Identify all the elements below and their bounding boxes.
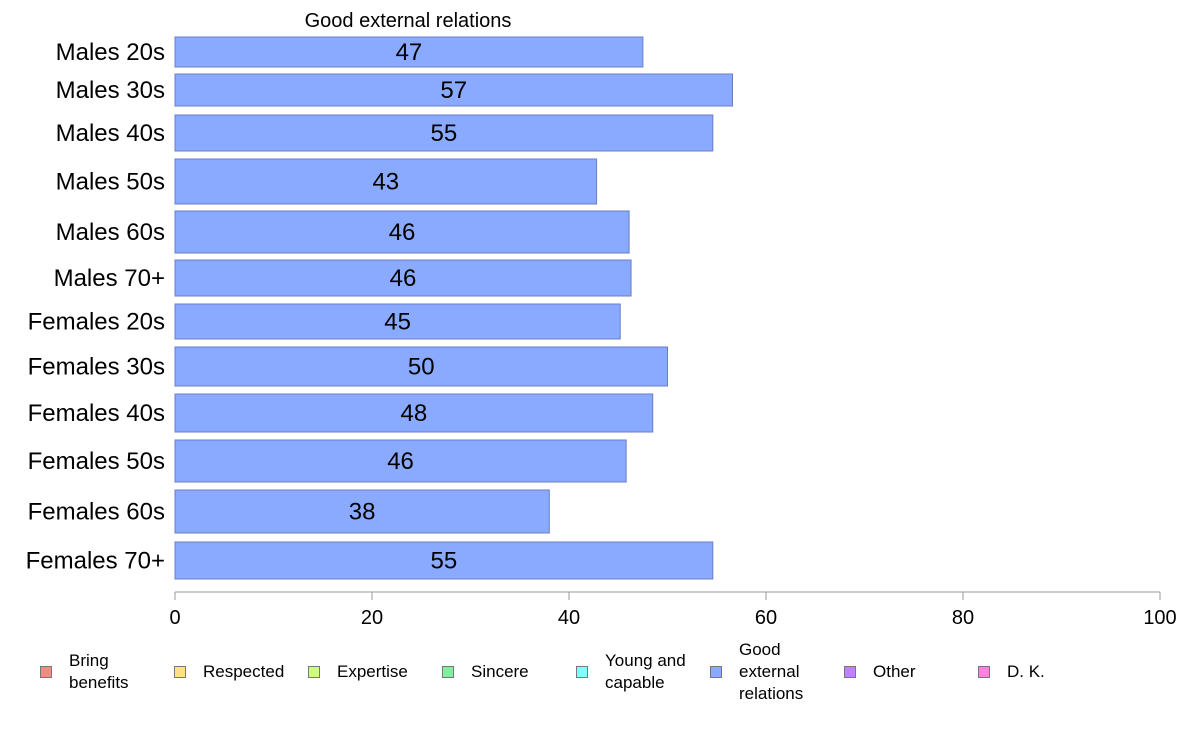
legend-swatch [174,666,186,678]
category-label: Males 30s [56,77,165,104]
legend-swatch [308,666,320,678]
category-label: Females 40s [28,400,165,427]
data-label: 50 [408,354,435,381]
legend-label: D. K. [1007,661,1045,683]
x-tick-label: 80 [952,607,974,629]
bar [174,541,714,580]
bar [174,439,627,483]
legend-swatch [442,666,454,678]
bar [174,303,621,340]
data-label: 45 [384,309,411,336]
category-label: Females 70+ [26,548,165,575]
legend-label-line: Expertise [337,662,408,681]
legend-label-line: benefits [69,673,129,692]
bar [174,393,654,433]
legend-swatch [40,666,52,678]
legend-item: Good external relations [710,639,803,705]
bar [174,210,630,254]
data-label: 38 [349,499,376,526]
legend-label-line: Respected [203,662,285,681]
bar [174,73,734,107]
legend-item: Young and capable [576,650,686,694]
bar [174,346,668,387]
legend-label-line: relations [739,684,804,703]
legend-item: Other [844,661,916,683]
category-label: Males 20s [56,39,165,66]
data-label: 46 [389,219,416,246]
x-tick-label: 100 [1143,607,1176,629]
x-tick-label: 60 [755,607,777,629]
bar [174,259,632,297]
x-tick-label: 0 [169,607,180,629]
legend-label: Sincere [471,661,529,683]
legend-item: Bring benefits [40,650,129,694]
legend-label: Bring benefits [69,650,129,694]
data-label: 46 [387,448,414,475]
category-label: Females 50s [28,448,165,475]
category-label: Males 60s [56,219,165,246]
category-label: Males 40s [56,120,165,147]
legend-item: Respected [174,661,284,683]
chart-title: Good external relations [305,10,512,32]
legend-label-line: Young and [605,651,686,670]
data-label: 55 [431,120,458,147]
legend-label-line: Other [873,662,916,681]
data-label: 48 [401,400,428,427]
x-tick-label: 40 [558,607,580,629]
legend-label-line: Bring [69,651,109,670]
bars-group [174,36,734,580]
category-label: Males 50s [56,169,165,196]
category-label: Females 30s [28,354,165,381]
legend-label: Young and capable [605,650,686,694]
legend-label-line: capable [605,673,665,692]
data-label: 47 [396,39,423,66]
legend-label-line: external [739,662,800,681]
legend-label: Respected [203,661,284,683]
legend-item: Expertise [308,661,408,683]
legend-swatch [710,666,722,678]
x-axis: 0 20 40 60 80 100 [169,591,1177,629]
legend-swatch [978,666,990,678]
category-label: Males 70+ [54,265,165,292]
legend-label: Good external relations [739,639,803,705]
legend-item: Sincere [442,661,529,683]
data-label: 57 [440,77,467,104]
bar [174,489,550,534]
bar [174,158,598,205]
data-label: 46 [390,265,417,292]
value-labels: 47 57 55 43 46 46 45 50 48 46 38 55 [349,39,467,575]
category-labels: Males 20s Males 30s Males 40s Males 50s Male… [26,39,165,575]
x-tick-label: 20 [361,607,383,629]
legend-label-line: Sincere [471,662,529,681]
data-label: 55 [431,548,458,575]
legend-label-line: D. K. [1007,662,1045,681]
legend-swatch [576,666,588,678]
legend-item: D. K. [978,661,1045,683]
legend-label: Other [873,661,916,683]
legend-label: Expertise [337,661,408,683]
data-label: 43 [372,169,399,196]
category-label: Females 60s [28,499,165,526]
category-label: Females 20s [28,309,165,336]
legend-swatch [844,666,856,678]
legend-label-line: Good [739,640,781,659]
bar-chart: Good external relations Males 20s Males 3… [26,10,1177,629]
legend: Bring benefits Respected Expertise Sincere Yo… [0,640,1188,720]
bar [174,36,644,68]
bar [174,114,714,152]
